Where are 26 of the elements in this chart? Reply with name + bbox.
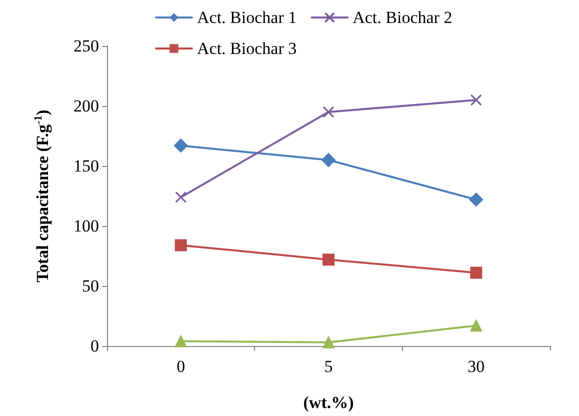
point <box>174 138 188 153</box>
y-tick-label: 50 <box>82 276 99 296</box>
x-tick-label: 5 <box>324 357 333 376</box>
x-axis-title: (wt.%) <box>303 393 354 412</box>
point <box>470 94 482 106</box>
legend-label: Act. Biochar 1 <box>197 8 297 27</box>
y-tick-label: 0 <box>90 336 99 356</box>
legend-label: Act. Biochar 3 <box>197 39 297 58</box>
x-tick-label: 30 <box>468 357 485 376</box>
point <box>470 320 482 332</box>
point <box>470 266 482 279</box>
y-tick-label: 100 <box>74 216 99 236</box>
legend-label: Act. Biochar 2 <box>352 8 452 27</box>
point <box>174 335 187 348</box>
y-tick-label: 250 <box>74 36 99 56</box>
point <box>174 239 187 252</box>
x-tick-label: 0 <box>176 357 186 376</box>
point <box>322 254 334 266</box>
point <box>322 106 334 118</box>
point <box>175 191 187 203</box>
point <box>322 336 334 348</box>
point <box>322 153 336 167</box>
y-tick-label: 150 <box>74 156 99 176</box>
y-tick-label: 200 <box>74 96 99 116</box>
y-axis-title: Total capacitance (F.g-1) <box>32 110 52 282</box>
point <box>469 192 484 207</box>
